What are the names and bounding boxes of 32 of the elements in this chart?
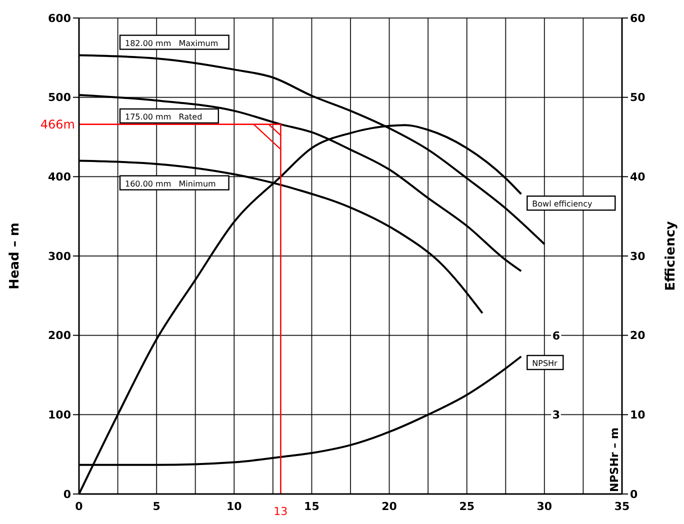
ref-line-label: 466m [40,117,75,132]
annotation: 182.00 mm Maximum [125,38,218,48]
y2-tick-label: 50 [630,91,646,104]
x-tick-label: 20 [382,500,398,513]
y2-tick-label: 0 [630,488,638,501]
y2-tick-label: 10 [630,408,646,422]
x-tick-label: 30 [536,500,552,513]
y2-tick-label: 60 [630,12,646,25]
y2-tick-label: 20 [630,329,646,342]
y-tick-label: 100 [48,408,72,422]
x-tick-label: 35 [614,500,630,513]
y-tick-label: 300 [48,250,72,263]
y2-tick-label: 40 [630,170,646,184]
y2-axis-title: Efficiency [664,220,679,291]
y3-axis-title: NPSHr – m [608,428,621,492]
annotation: NPSHr [532,358,558,368]
annotation: 175.00 mm Rated [125,112,202,122]
y-tick-label: 600 [48,12,72,25]
y-tick-label: 500 [48,91,72,104]
y2-tick-label: 30 [630,250,646,263]
annotation: Bowl efficiency [532,200,593,209]
x-tick-label: 10 [226,500,242,513]
ref-line-label: 13 [274,505,288,518]
x-tick-label: 5 [152,500,160,513]
x-tick-label: 15 [304,500,320,513]
y-tick-label: 200 [48,329,72,342]
x-tick-label: 25 [459,500,475,513]
y-axis-title: Head – m [8,222,23,290]
annotation: 160.00 mm Minimum [125,179,216,188]
y-tick-label: 0 [63,488,72,501]
x-tick-label: 0 [75,500,84,513]
y-tick-label: 400 [48,170,72,184]
